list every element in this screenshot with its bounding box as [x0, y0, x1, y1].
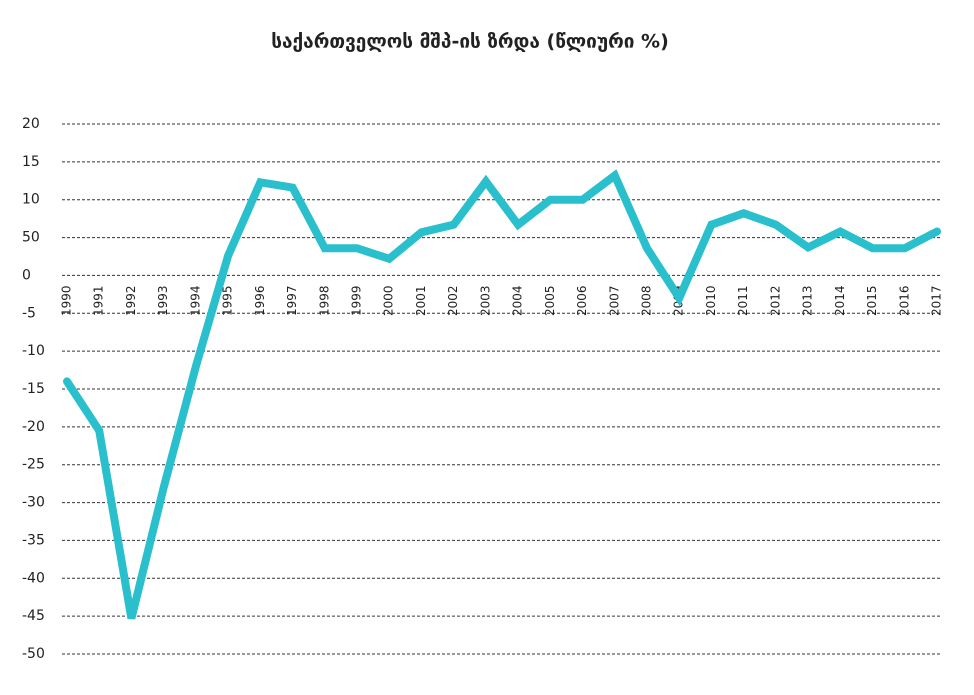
x-tick-label: 1992 — [124, 285, 138, 316]
y-tick-label: -45 — [22, 608, 45, 624]
y-tick-label: -5 — [22, 305, 36, 321]
x-tick-label: 1996 — [253, 285, 267, 316]
x-tick-label: 2008 — [640, 285, 654, 316]
x-tick-label: 1994 — [188, 285, 202, 316]
data-line — [63, 169, 941, 620]
x-tick-label: 1990 — [60, 285, 74, 316]
y-tick-label: -30 — [22, 495, 45, 511]
y-tick-label: 10 — [22, 192, 40, 208]
x-tick-label: 2006 — [575, 285, 589, 316]
chart-title: საქართველოს მშპ-ის ზრდა (წლიური %) — [271, 31, 669, 53]
x-tick-label: 2013 — [801, 285, 815, 316]
x-tick-label: 2014 — [833, 285, 847, 316]
y-tick-label: -10 — [22, 343, 45, 359]
x-tick-label: 2007 — [607, 285, 621, 316]
x-tick-label: 1999 — [350, 285, 364, 316]
x-tick-label: 1998 — [317, 285, 331, 316]
x-tick-label: 2004 — [511, 285, 525, 316]
x-tick-label: 2011 — [736, 285, 750, 316]
x-tick-label: 2002 — [446, 285, 460, 316]
x-tick-label: 1991 — [92, 285, 106, 316]
x-tick-label: 2015 — [865, 285, 879, 316]
x-tick-label: 1993 — [156, 285, 170, 316]
y-tick-label: -35 — [22, 532, 45, 548]
y-tick-label: -15 — [22, 381, 45, 397]
x-tick-label: 2017 — [930, 285, 944, 316]
y-tick-label: 15 — [22, 154, 40, 170]
x-tick-label: 1995 — [221, 285, 235, 316]
y-tick-label: -25 — [22, 457, 45, 473]
y-tick-label: 50 — [22, 230, 40, 246]
y-tick-label: 0 — [22, 267, 31, 283]
x-tick-label: 2016 — [897, 285, 911, 316]
x-tick-label: 2010 — [704, 285, 718, 316]
x-tick-label: 2000 — [382, 285, 396, 316]
y-tick-label: -50 — [22, 646, 45, 662]
x-tick-label: 2005 — [543, 285, 557, 316]
y-tick-label: 20 — [22, 116, 40, 132]
x-tick-label: 2003 — [478, 285, 492, 316]
x-tick-label: 1997 — [285, 285, 299, 316]
x-tick-label: 2012 — [768, 285, 782, 316]
y-tick-label: -40 — [22, 570, 45, 586]
y-tick-label: -20 — [22, 419, 45, 435]
x-tick-label: 2001 — [414, 285, 428, 316]
